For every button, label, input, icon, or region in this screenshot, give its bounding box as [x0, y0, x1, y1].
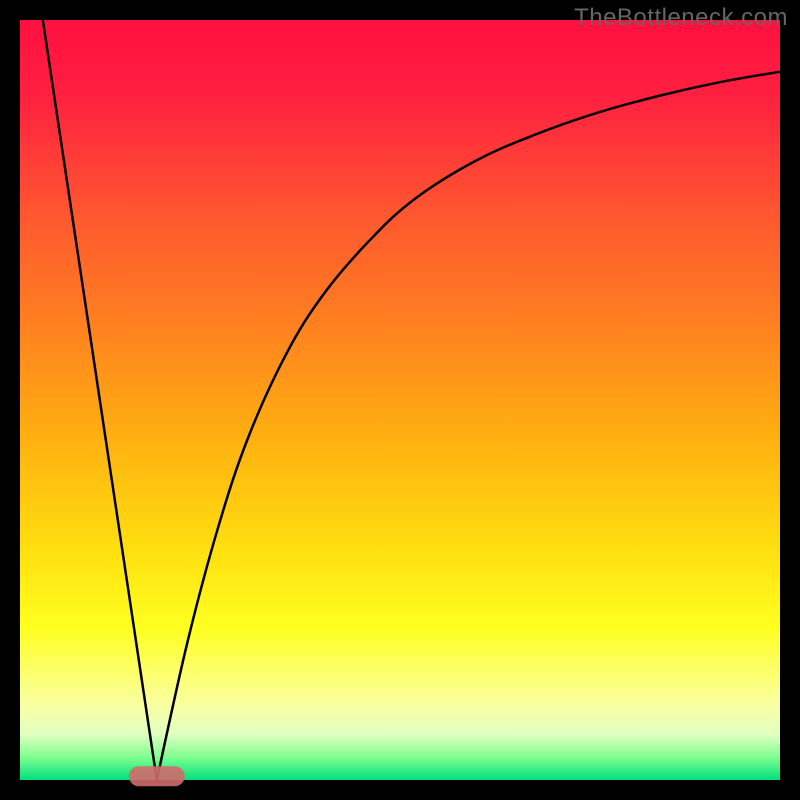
bottleneck-chart	[0, 0, 800, 800]
chart-container: TheBottleneck.com	[0, 0, 800, 800]
watermark-text: TheBottleneck.com	[574, 4, 788, 32]
optimum-marker	[129, 766, 185, 786]
heatmap-background	[20, 20, 780, 780]
